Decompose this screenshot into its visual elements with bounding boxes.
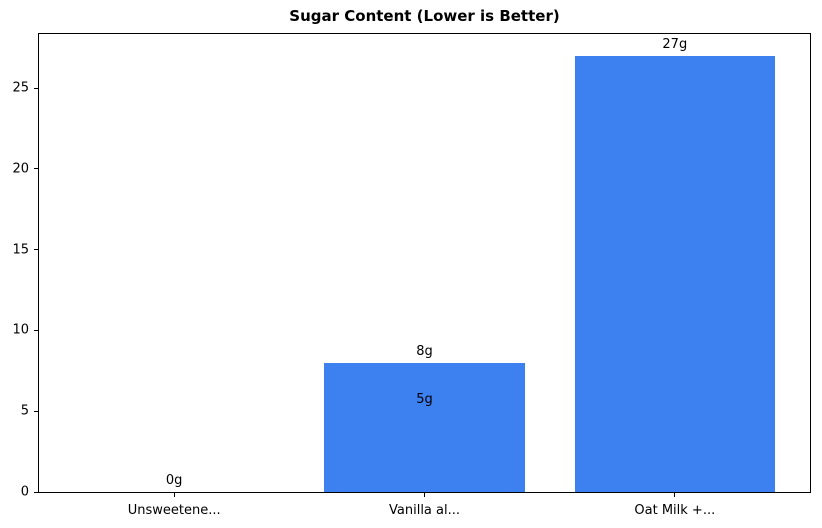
x-axis-tick [173, 493, 175, 497]
plot-area: 0g 8g 27g 5g 0 5 10 15 20 25 Unsweetene... Vanilla … [12, 33, 811, 518]
chart-title: Sugar Content (Lower is Better) [289, 7, 560, 25]
annotation-label: 5g [416, 392, 433, 408]
y-axis-tick-label: 20 [12, 161, 29, 177]
y-axis-tick [34, 249, 38, 251]
x-axis-tick [424, 493, 425, 497]
y-axis-tick [34, 491, 38, 493]
y-axis-tick [34, 329, 38, 331]
bar [324, 362, 525, 492]
x-axis-tick-label: Unsweetene... [127, 503, 221, 518]
x-axis-tick [674, 493, 676, 497]
bar-value-label: 27g [662, 36, 688, 52]
x-axis-tick-label: Vanilla al... [389, 503, 460, 518]
y-axis-tick-label: 5 [20, 403, 29, 419]
y-axis-tick [34, 87, 38, 89]
bar-value-label: 8g [416, 343, 433, 359]
y-axis-tick-label: 15 [12, 242, 29, 258]
y-axis-tick [34, 410, 38, 412]
bar [574, 55, 775, 492]
bar-value-label: 0g [165, 473, 183, 488]
y-axis-tick-label: 10 [12, 322, 29, 338]
x-axis-tick-label: Oat Milk +... [634, 503, 716, 518]
y-axis-tick-label: 0 [20, 484, 29, 500]
y-axis-tick [34, 168, 38, 170]
y-axis-tick-label: 25 [12, 80, 29, 96]
